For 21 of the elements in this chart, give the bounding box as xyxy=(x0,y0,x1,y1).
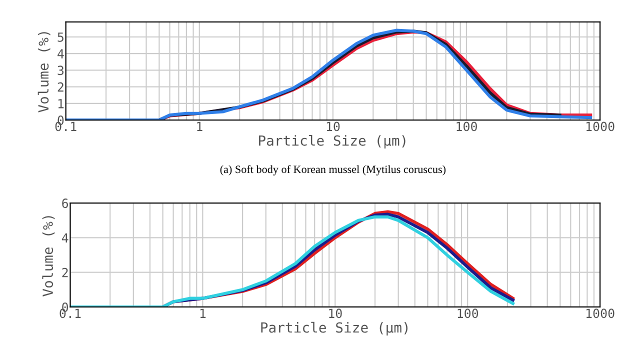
x-tick-label: 1000 xyxy=(586,308,614,318)
y-tick-label: 1 xyxy=(58,99,64,108)
y-tick-label: 4 xyxy=(58,49,64,58)
y-tick-label: 4 xyxy=(62,233,68,242)
x-tick-label: 1000 xyxy=(586,122,614,132)
text: (a) Soft body of Korean mussel (Mytilus coruscus) xyxy=(220,165,446,176)
x-axis-title: Particle Size (μm) xyxy=(259,134,406,149)
y-tick-label: 3 xyxy=(58,66,64,76)
y-tick-label: 2 xyxy=(58,82,64,92)
y-tick-label: 6 xyxy=(62,198,68,208)
x-tick-label: 10 xyxy=(329,308,342,318)
x-tick-label: 10 xyxy=(326,122,340,132)
y-axis-title: Volume (%) xyxy=(42,216,55,296)
x-axis-title: Particle Size (μm) xyxy=(261,322,408,336)
x-tick-label: 100 xyxy=(456,122,477,132)
y-tick-label: 2 xyxy=(62,268,68,278)
x-tick-label: 1 xyxy=(197,122,202,132)
y-tick-label: 5 xyxy=(58,32,64,42)
x-tick-label: 1 xyxy=(200,308,206,318)
y-axis-title: Volume (%) xyxy=(38,32,50,112)
x-tick-label: 100 xyxy=(458,308,478,318)
